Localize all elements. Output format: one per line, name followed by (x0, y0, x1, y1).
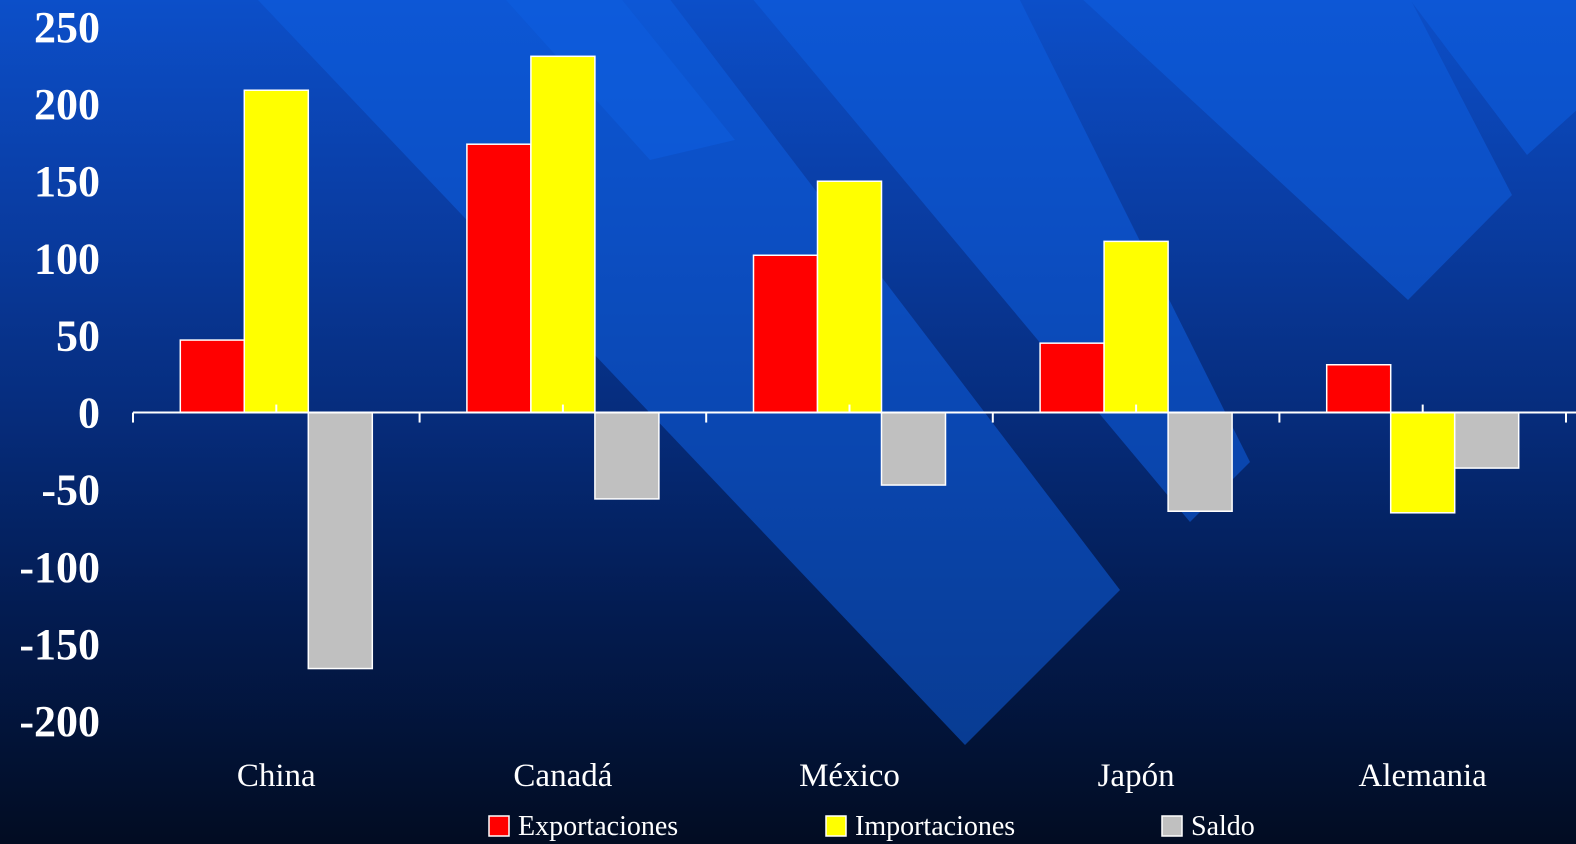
bar-importaciones-alemania (1389, 411, 1456, 514)
legend-item-exportaciones: Exportaciones (488, 811, 678, 842)
legend-label: Saldo (1191, 811, 1255, 842)
axis-layer (132, 404, 1576, 423)
legend-item-importaciones: Importaciones (825, 811, 1015, 842)
background-stripe (1083, 0, 1512, 300)
x-tick-label: Alemania (1359, 758, 1488, 794)
bar-importaciones-canada (530, 55, 596, 414)
y-tick-label: -100 (19, 543, 100, 592)
y-tick-label: 250 (34, 3, 100, 52)
bar-exportaciones-alemania (1325, 363, 1392, 414)
labels-layer: 250 200 150 100 50 0 -50 -100 -150 -200 China Canad… (19, 3, 1487, 794)
background-stripe (1410, 0, 1576, 155)
bar-exportaciones-mexico (752, 254, 819, 414)
legend: Exportaciones Importaciones Saldo (488, 811, 1255, 842)
y-tick-label: 200 (34, 80, 100, 129)
x-tick-label: Japón (1098, 758, 1175, 794)
y-tick-label: -50 (41, 466, 100, 515)
x-tick-label: México (799, 758, 900, 794)
bar-saldo-canada (594, 411, 660, 500)
y-tick-label: 100 (34, 234, 100, 283)
legend-label: Exportaciones (518, 811, 678, 842)
legend-swatch (825, 815, 847, 837)
bar-exportaciones-japon (1039, 342, 1105, 414)
y-tick-label: -200 (19, 697, 100, 746)
bar-importaciones-japon (1103, 240, 1169, 414)
bar-saldo-alemania (1453, 411, 1520, 469)
y-tick-label: 50 (56, 311, 100, 360)
bar-importaciones-china (243, 89, 310, 414)
bar-saldo-mexico (880, 411, 947, 486)
bar-exportaciones-china (179, 339, 246, 414)
bar-exportaciones-canada (466, 143, 532, 414)
legend-label: Importaciones (855, 811, 1015, 842)
y-tick-label: -150 (19, 620, 100, 669)
legend-swatch (488, 815, 510, 837)
y-tick-label: 150 (34, 157, 100, 206)
legend-item-saldo: Saldo (1161, 811, 1255, 842)
bars-layer (179, 55, 1520, 670)
x-tick-label: China (237, 758, 316, 794)
legend-swatch (1161, 815, 1183, 837)
background-stripe (506, 0, 735, 160)
y-tick-label: 0 (78, 389, 100, 438)
bar-importaciones-mexico (816, 180, 883, 414)
x-tick-label: Canadá (513, 758, 612, 794)
bar-saldo-china (307, 411, 374, 670)
bar-saldo-japon (1167, 411, 1233, 513)
